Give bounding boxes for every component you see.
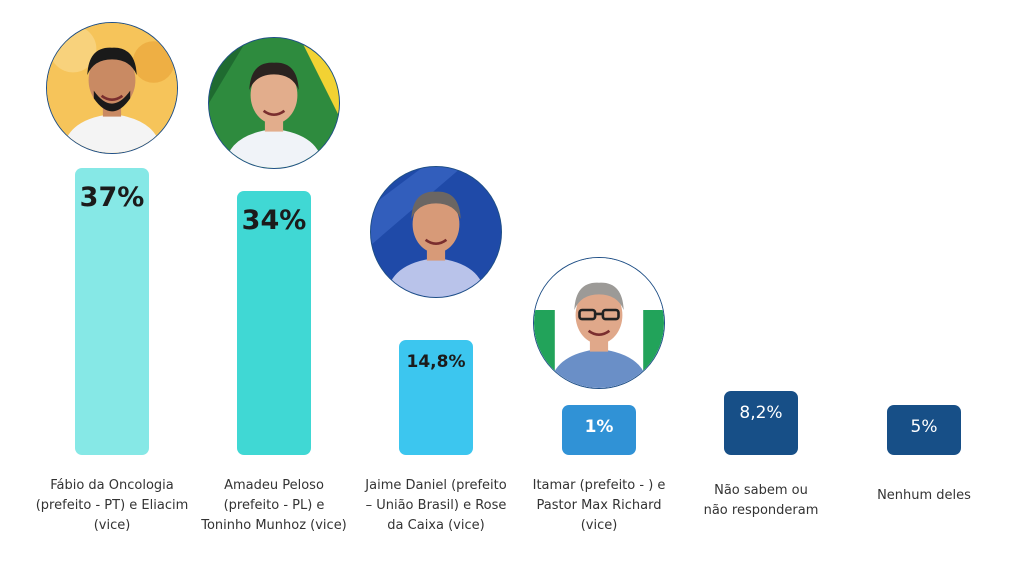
candidate-photo-itamar-icon [533, 257, 665, 389]
category-label-2: Amadeu Peloso (prefeito - PL) e Toninho … [201, 478, 347, 533]
bar-6 [887, 405, 961, 455]
bar-4 [562, 405, 636, 455]
bar-value-label-3: 14,8% [406, 352, 466, 373]
bar-2 [237, 191, 311, 455]
bar-value-label-2: 34% [241, 205, 307, 237]
category-label-4: Itamar (prefeito - ) e Pastor Max Richar… [532, 478, 666, 533]
candidate-photo-jaime-icon [370, 166, 502, 298]
bar-3 [399, 340, 473, 455]
category-label-3: Jaime Daniel (prefeito – União Brasil) e… [365, 478, 507, 533]
bar-value-label-6: 5% [910, 417, 938, 437]
category-label-1: Fábio da Oncologia (prefeito - PT) e Eli… [35, 478, 189, 533]
category-label-5: Não sabem ou não responderam [703, 483, 819, 518]
category-label-6: Nenhum deles [877, 488, 971, 503]
bar-value-label-1: 37% [79, 182, 145, 213]
candidate-photo-fabio-icon [46, 22, 178, 154]
bar-value-label-4: 1% [584, 417, 614, 437]
bar-1 [75, 168, 149, 455]
candidate-photo-amadeu-icon [208, 37, 340, 169]
bar-value-label-5: 8,2% [739, 403, 783, 424]
bar-5 [724, 391, 798, 455]
